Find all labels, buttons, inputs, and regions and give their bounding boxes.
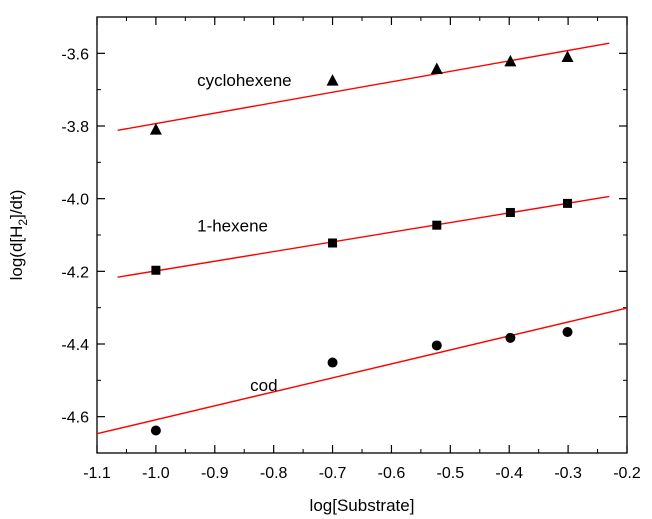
data-point-1-hexene <box>563 198 573 208</box>
x-tick-label: -0.9 <box>201 465 229 482</box>
series-label-cyclohexene: cyclohexene <box>197 71 292 90</box>
data-point-cyclohexene <box>561 50 574 62</box>
data-point-cod <box>327 357 338 368</box>
x-tick-label: -0.5 <box>437 465 465 482</box>
plot-frame <box>96 16 628 454</box>
data-point-1-hexene <box>505 207 515 217</box>
fit-line-cyclohexene <box>117 42 610 132</box>
data-point-cyclohexene <box>149 123 162 135</box>
y-axis-title: log(d[H2]/dt) <box>7 190 30 281</box>
series-label-cod: cod <box>250 376 277 395</box>
data-point-cod <box>505 332 516 343</box>
fit-line-1-hexene <box>117 195 610 278</box>
x-axis-title: log[Substrate] <box>310 496 415 515</box>
data-point-cod <box>431 340 442 351</box>
x-tick-label: -0.3 <box>554 465 582 482</box>
x-tick-label: -1.1 <box>83 465 111 482</box>
data-point-1-hexene <box>328 238 338 248</box>
data-point-cod <box>562 327 573 338</box>
data-point-cyclohexene <box>504 54 517 67</box>
y-tick-label: -4.6 <box>61 410 89 427</box>
data-point-1-hexene <box>151 265 161 275</box>
y-tick-label: -3.8 <box>61 119 89 136</box>
series-label-1-hexene: 1-hexene <box>197 216 268 235</box>
x-tick-label: -0.2 <box>613 465 641 482</box>
fit-line-cod <box>96 307 628 435</box>
x-tick-label: -0.7 <box>319 465 347 482</box>
data-point-cod <box>150 425 161 436</box>
x-tick-label: -0.8 <box>260 465 288 482</box>
x-tick-label: -0.6 <box>378 465 406 482</box>
x-tick-label: -1.0 <box>142 465 170 482</box>
x-tick-label: -0.4 <box>495 465 523 482</box>
y-tick-label: -4.2 <box>61 264 89 281</box>
data-point-cyclohexene <box>326 74 339 86</box>
y-tick-label: -4.0 <box>61 192 89 209</box>
y-tick-label: -4.4 <box>61 337 89 354</box>
y-tick-label: -3.6 <box>61 46 89 63</box>
data-point-1-hexene <box>432 220 442 230</box>
data-point-cyclohexene <box>430 62 443 74</box>
